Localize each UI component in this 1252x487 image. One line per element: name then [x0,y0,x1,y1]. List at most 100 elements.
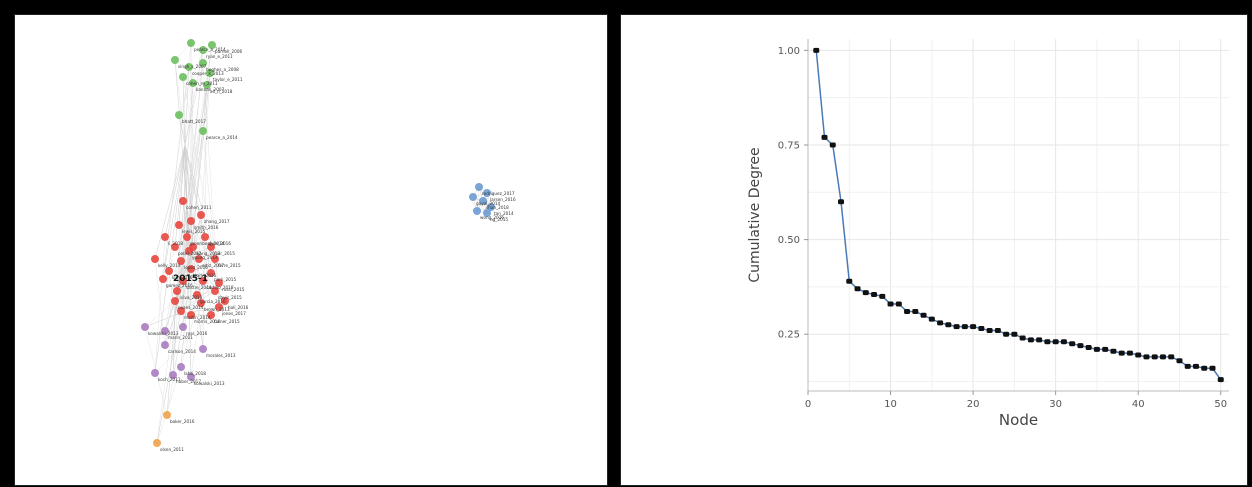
node-label: kim_2016 [172,275,193,280]
data-point [846,278,853,284]
network-edge [172,326,184,376]
network-node-red [207,243,215,251]
data-point [1044,339,1051,345]
network-node-purple [177,363,185,371]
node-label: taylor_e_2011 [213,77,243,82]
node-label: smith_2016 [194,225,219,230]
network-node-red [187,311,195,319]
node-label: wang_2013 [196,251,220,256]
node-label: carlson_2014 [168,349,196,354]
network-node-red [179,277,187,285]
x-tick-label: 40 [1132,399,1145,410]
x-axis-title: Node [999,411,1038,429]
series-line [815,50,1222,381]
network-node-purple [151,369,159,377]
data-point [970,324,977,330]
data-point [1126,350,1133,356]
network-node-red [159,275,167,283]
network-node-blue [487,203,495,211]
node-label: kannan_2007 [196,87,225,92]
data-point [1060,339,1067,345]
y-tick-label: 0.50 [778,235,800,246]
network-edge [168,246,176,272]
network-node-red [185,247,193,255]
node-label: chen_2016 [208,241,231,246]
network-node-red [215,303,223,311]
network-node-red [197,299,205,307]
data-point [1019,335,1026,341]
node-label: martin_2014 [184,315,211,320]
node-label: lahti_2018 [184,371,206,376]
network-edge [202,62,220,308]
node-label: shah_2018 [486,205,509,210]
data-point [895,301,902,307]
cumulative-degree-chart: 0 10 20 30 40 50 0.25 0.50 0.75 1.00 Node Cumulativ… [747,39,1229,429]
network-node-red [175,221,183,229]
node-label: davis_2015 [218,295,242,300]
data-point [1003,331,1010,337]
network-edge [156,254,192,444]
network-node-red [161,233,169,241]
data-point [879,293,886,299]
network-node-red [195,255,203,263]
network-node-red [199,277,207,285]
network-edge [162,144,186,280]
network-node-red [179,197,187,205]
node-label: tan_2014 [494,211,514,216]
x-tick-label: 20 [967,399,980,410]
y-tick-label: 0.25 [778,330,800,341]
node-label: kelly_2014 [158,263,181,268]
data-point [1102,346,1109,352]
data-point [904,309,911,315]
node-label: park_2016 [194,273,216,278]
network-node-purple [161,327,169,335]
network-edge [174,236,206,248]
node-label: marin_2011 [168,335,193,340]
x-tick-label: 10 [884,399,897,410]
node-label: ng_2015 [490,217,508,222]
node-label: pearce_a_2014 [194,47,226,52]
node-label: ortiz_2017 [202,263,224,268]
network-node-purple [161,341,169,349]
hub-label: 2015-1 [173,274,208,284]
x-tick-label: 0 [805,399,811,410]
data-point [986,327,993,333]
data-point [994,327,1001,333]
data-point [887,301,894,307]
network-node-purple [187,373,195,381]
data-point [1036,337,1043,343]
node-label: garcia_2016 [200,299,226,304]
node-label: morales_2013 [206,353,236,358]
node-label: turner_2015 [214,319,240,324]
network-node-red [171,243,179,251]
network-edge [180,254,192,368]
data-point [862,290,869,296]
node-label: li_2018 [168,241,183,246]
node-label: wong_2016 [480,215,504,220]
data-points [813,47,1224,383]
network-edge [174,280,184,316]
network-node-green [203,81,211,89]
y-tick-label: 1.00 [778,46,800,57]
network-edge [168,270,176,316]
x-tick-label: 30 [1049,399,1062,410]
node-label: cooper_k_2013 [192,71,224,76]
data-point [1052,339,1059,345]
network-edge [154,144,186,374]
data-point [945,322,952,328]
data-point [912,309,919,315]
node-label: gomez_2016 [166,283,193,288]
tick-labels: 0 10 20 30 40 50 0.25 0.50 0.75 1.00 [778,46,1227,410]
grid [807,39,1229,391]
node-label: bhatt_2017 [182,119,206,124]
network-edge [190,254,204,282]
network-node-red [183,233,191,241]
network-node-red [177,307,185,315]
data-point [1110,348,1117,354]
network-edge [190,302,202,378]
network-panel: pearce_a_2014 ryan_e_2011 parnell_2006 sing… [14,14,608,486]
network-node-green [185,63,193,71]
node-label: young_2014 [192,255,218,260]
node-label: hughes_a_2008 [206,67,239,72]
network-node-green [189,79,197,87]
